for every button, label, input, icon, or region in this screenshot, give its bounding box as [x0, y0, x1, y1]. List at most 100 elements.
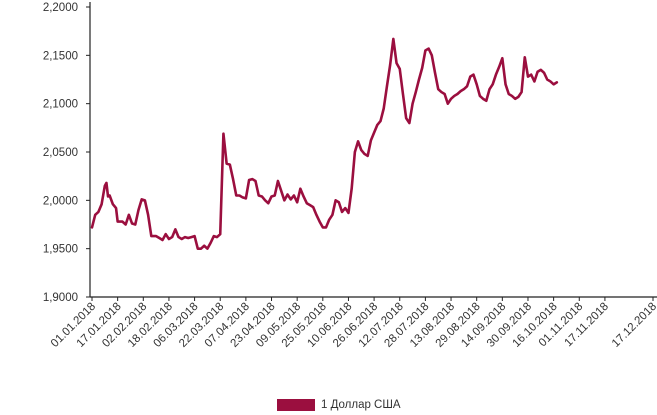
data-point	[392, 38, 395, 40]
data-point	[200, 247, 202, 250]
data-point	[520, 91, 523, 93]
data-point	[212, 235, 215, 238]
data-point	[379, 120, 382, 122]
data-point	[402, 93, 404, 95]
data-point	[434, 71, 436, 74]
data-point	[411, 102, 414, 105]
data-point	[427, 47, 430, 50]
data-point	[414, 91, 417, 93]
data-point	[254, 180, 257, 182]
data-point	[257, 194, 260, 197]
data-point	[495, 73, 497, 76]
data-point	[475, 83, 478, 86]
data-point	[334, 199, 337, 202]
data-point	[216, 236, 218, 238]
data-point	[418, 78, 420, 81]
data-point	[143, 199, 146, 202]
data-point	[302, 195, 305, 198]
data-point	[251, 178, 254, 180]
data-point	[91, 226, 93, 229]
legend-label: 1 Доллар США	[321, 399, 401, 411]
data-point	[491, 83, 494, 86]
data-point	[293, 194, 295, 197]
legend-swatch	[277, 399, 315, 411]
data-point	[527, 75, 529, 78]
data-point	[115, 207, 117, 209]
data-point	[277, 180, 279, 182]
data-point	[261, 195, 263, 198]
data-point	[360, 149, 363, 151]
data-point	[131, 222, 133, 225]
data-point	[398, 67, 401, 70]
data-point	[190, 236, 193, 238]
data-point	[137, 209, 140, 211]
data-point	[337, 201, 340, 204]
data-point	[267, 202, 270, 205]
data-point	[325, 226, 327, 229]
y-tick-label: 1,9000	[43, 292, 78, 304]
data-point	[219, 233, 222, 236]
y-tick-label: 2,0000	[43, 195, 78, 207]
y-tick-label: 2,2000	[43, 2, 78, 14]
data-point	[350, 187, 353, 190]
data-point	[421, 67, 424, 69]
data-point	[331, 213, 334, 216]
data-point	[478, 95, 481, 97]
data-point	[469, 75, 472, 78]
data-point	[232, 178, 234, 180]
data-point	[116, 220, 119, 223]
data-point	[523, 56, 526, 59]
data-point	[507, 93, 510, 95]
data-point	[504, 83, 507, 86]
data-point	[94, 213, 97, 216]
data-point	[111, 203, 114, 206]
data-point	[395, 62, 398, 64]
data-point	[280, 189, 283, 192]
data-point	[386, 85, 388, 88]
data-point	[222, 132, 225, 135]
data-point	[206, 247, 209, 250]
data-point	[103, 184, 106, 187]
data-point	[341, 211, 343, 213]
data-point	[140, 198, 143, 201]
data-point	[536, 70, 539, 73]
data-point	[296, 201, 299, 204]
data-point	[318, 220, 321, 223]
data-point	[353, 151, 356, 153]
data-point	[108, 194, 111, 197]
data-point	[193, 235, 196, 238]
data-point	[196, 247, 199, 250]
data-point	[549, 80, 552, 83]
data-point	[552, 83, 555, 86]
data-point	[370, 139, 372, 142]
data-point	[389, 64, 392, 66]
data-point	[309, 204, 311, 207]
y-tick-label: 2,0500	[43, 147, 78, 159]
data-point	[366, 154, 369, 157]
data-point	[228, 163, 231, 166]
data-point	[209, 241, 212, 244]
data-point	[533, 80, 536, 83]
data-point	[164, 233, 167, 236]
data-point	[498, 66, 501, 68]
data-point	[456, 93, 459, 95]
data-point	[124, 223, 127, 226]
data-point	[283, 199, 286, 202]
data-point	[321, 226, 324, 229]
data-point	[127, 213, 130, 216]
data-point	[344, 207, 347, 209]
data-point	[168, 238, 170, 240]
y-tick-label: 2,1000	[43, 99, 78, 111]
data-point	[376, 124, 379, 126]
data-point	[357, 140, 359, 143]
data-point	[184, 236, 186, 238]
series-group	[90, 37, 559, 250]
data-point	[248, 179, 250, 181]
data-point	[155, 235, 158, 238]
data-point	[150, 235, 153, 238]
data-point	[424, 49, 427, 52]
data-point	[543, 71, 545, 74]
data-point	[225, 162, 228, 165]
x-axis-ticks: 01.01.201817.01.201802.02.201818.02.2018…	[49, 297, 657, 350]
